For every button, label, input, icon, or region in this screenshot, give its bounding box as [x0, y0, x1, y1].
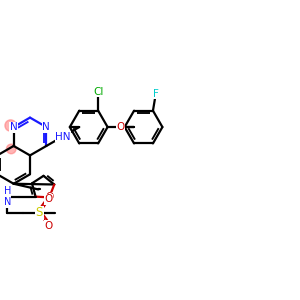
Text: O: O — [45, 194, 53, 205]
Text: O: O — [117, 122, 125, 132]
Text: O: O — [45, 192, 53, 203]
Circle shape — [5, 120, 16, 131]
Text: N: N — [10, 122, 17, 132]
Text: H
N: H N — [4, 186, 11, 207]
Text: Cl: Cl — [93, 87, 103, 97]
Text: S: S — [36, 206, 43, 219]
Circle shape — [6, 144, 16, 154]
Text: HN: HN — [55, 131, 70, 142]
Text: F: F — [153, 89, 159, 99]
Text: O: O — [45, 221, 53, 231]
Text: N: N — [43, 122, 50, 132]
